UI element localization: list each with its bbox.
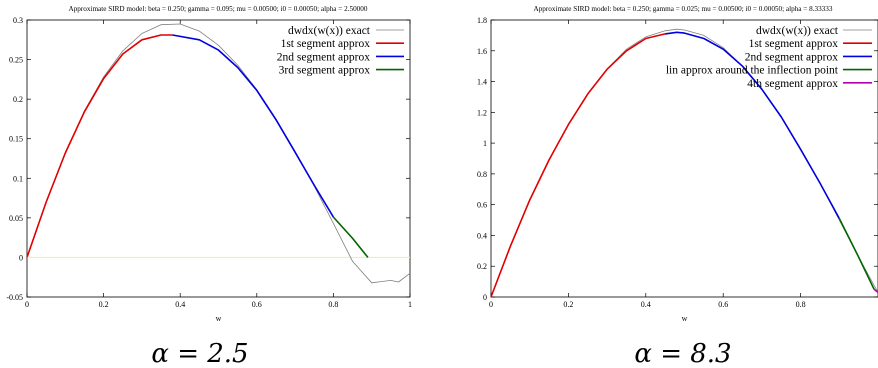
chart2-y-tick-label: 1.6 xyxy=(477,47,487,56)
chart2-y-tick-label: 0 xyxy=(483,293,487,302)
chart1-y-tick-label: 0.2 xyxy=(13,95,23,104)
chart1-x-tick-label: 0.4 xyxy=(175,300,185,309)
chart1-x-tick-label: 1 xyxy=(408,300,412,309)
chart1-series-line-2 xyxy=(26,34,173,258)
chart1-caption: α = 2.5 xyxy=(151,339,248,368)
chart1-legend-label-3: 2nd segment approx xyxy=(277,51,371,63)
chart2-y-tick-label: 1.4 xyxy=(477,78,487,87)
chart2-x-tick-label: 0.6 xyxy=(718,300,728,309)
chart2-x-tick-label: 0 xyxy=(489,300,493,309)
chart2-series-line-5 xyxy=(873,288,878,294)
chart1-legend-label-1: dwdx(w(x)) exact xyxy=(288,25,371,37)
chart1-x-tick-label: 0 xyxy=(25,300,29,309)
chart2-x-tick-label: 0.2 xyxy=(563,300,573,309)
chart1-series-line-4 xyxy=(332,216,369,258)
chart2-x-tick-label: 0.8 xyxy=(796,300,806,309)
chart2-legend-label-5: 4th segment approx xyxy=(747,78,838,90)
chart2-y-tick-label: 0.6 xyxy=(477,201,487,210)
chart1-y-tick-label: 0.05 xyxy=(9,214,23,223)
chart1-x-tick-label: 0.2 xyxy=(99,300,109,309)
chart2-series-line-2 xyxy=(490,33,666,298)
chart2-caption: α = 8.3 xyxy=(634,339,731,368)
chart2-y-tick-label: 0.8 xyxy=(477,170,487,179)
chart1-y-tick-label: -0.05 xyxy=(6,293,23,302)
chart2-y-tick-label: 1 xyxy=(483,139,487,148)
chart2-y-tick-label: 0.2 xyxy=(477,262,487,271)
chart2-y-tick-label: 1.8 xyxy=(477,16,487,25)
chart1-legend-label-2: 1st segment approx xyxy=(281,38,371,50)
chart1-plot-frame xyxy=(26,19,411,298)
chart1-y-tick-label: 0 xyxy=(19,253,23,262)
chart2-series-line-3 xyxy=(664,31,841,219)
chart2-legend-label-4: lin approx around the inflection point xyxy=(666,65,839,77)
chart1-title: Approximate SIRD model: beta = 0.250; ga… xyxy=(69,5,368,13)
chart2-x-axis-label: w xyxy=(682,314,688,323)
chart1-y-tick-label: 0.25 xyxy=(9,56,23,65)
chart1-x-tick-label: 0.6 xyxy=(252,300,262,309)
chart1-y-tick-label: 0.3 xyxy=(13,16,23,25)
chart2-legend-label-2: 1st segment approx xyxy=(749,38,839,50)
chart2-title: Approximate SIRD model: beta = 0.250; ga… xyxy=(534,5,833,13)
chart2-y-tick-label: 1.2 xyxy=(477,108,487,117)
chart2-x-tick-label: 0.4 xyxy=(641,300,651,309)
chart1-x-tick-label: 0.8 xyxy=(328,300,338,309)
chart2-legend-label-1: dwdx(w(x)) exact xyxy=(756,25,839,37)
chart1-y-tick-label: 0.1 xyxy=(13,174,23,183)
chart1-y-tick-label: 0.15 xyxy=(9,135,23,144)
chart2-series-line-4 xyxy=(838,218,875,290)
chart1-x-axis-label: w xyxy=(216,314,222,323)
chart2-legend-label-3: 2nd segment approx xyxy=(745,51,839,63)
chart2-plot-frame xyxy=(490,19,878,298)
chart1-series-line-3 xyxy=(172,34,335,218)
chart2-y-tick-label: 0.4 xyxy=(477,231,487,240)
chart1-legend-label-4: 3rd segment approx xyxy=(279,65,371,77)
